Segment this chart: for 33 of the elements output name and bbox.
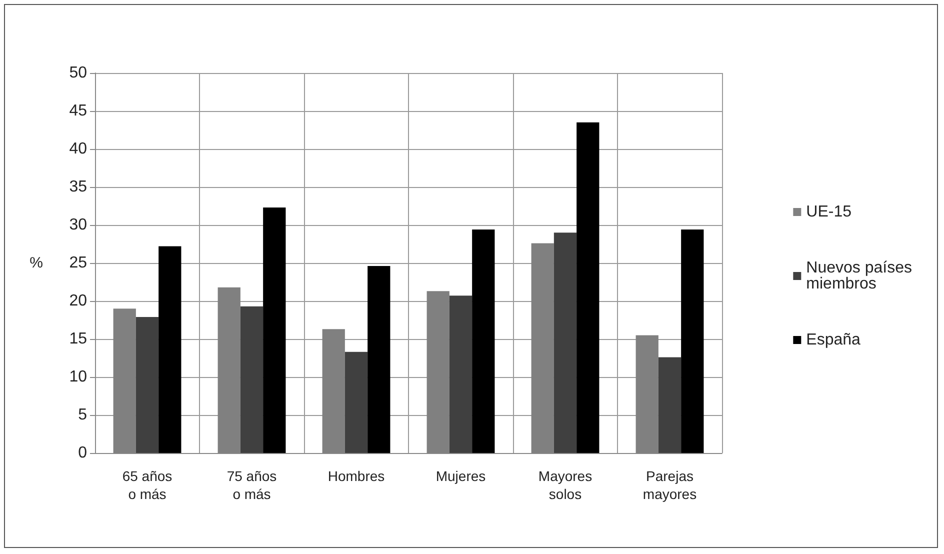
- x-tick-label: Parejas mayores: [642, 468, 697, 502]
- y-tick-label: 15: [69, 330, 88, 348]
- bar: [554, 232, 577, 453]
- y-tick-label: 25: [69, 254, 88, 272]
- legend-label: España: [806, 332, 861, 348]
- bar: [681, 230, 704, 453]
- y-tick-label: 5: [78, 406, 88, 424]
- x-tick-label: Mayores solos: [538, 468, 592, 502]
- legend-label: Nuevos países miembros: [806, 260, 912, 292]
- bar: [344, 352, 368, 453]
- x-tick-label: Mujeres: [436, 468, 486, 484]
- y-axis-title: %: [30, 254, 43, 272]
- y-tick-label: 0: [78, 444, 88, 462]
- bar: [158, 246, 182, 453]
- bar: [263, 208, 286, 453]
- legend-label: UE-15: [806, 204, 852, 220]
- bar: [576, 122, 600, 453]
- y-tick-label: 40: [69, 140, 88, 158]
- y-tick-label: 45: [69, 102, 88, 120]
- x-tick-label: Hombres: [328, 468, 385, 484]
- bar: [368, 266, 390, 453]
- y-tick-label: 35: [69, 178, 88, 196]
- bar: [472, 230, 495, 453]
- y-tick-label: 20: [69, 292, 88, 310]
- bar: [658, 357, 682, 453]
- bar: [240, 306, 264, 453]
- bar: [136, 316, 159, 453]
- x-tick-label: 65 años o más: [122, 468, 172, 502]
- x-tick-label: 75 años o más: [226, 468, 277, 502]
- y-tick-label: 50: [69, 64, 88, 82]
- bar: [449, 296, 472, 453]
- y-tick-label: 10: [69, 368, 88, 386]
- y-tick-label: 30: [69, 216, 88, 234]
